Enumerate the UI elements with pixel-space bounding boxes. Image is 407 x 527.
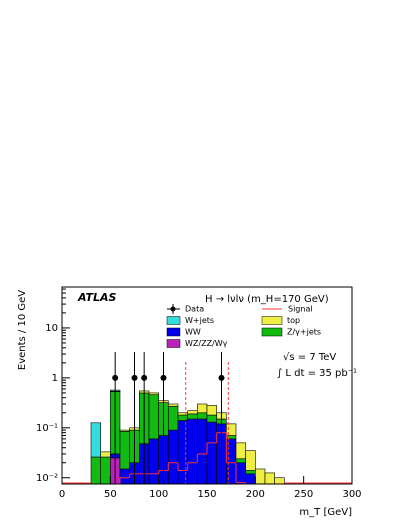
legend-label: Z/γ+jets bbox=[287, 328, 321, 337]
histogram-bar bbox=[100, 451, 111, 458]
histogram-bar bbox=[187, 418, 198, 485]
histogram-bar bbox=[245, 450, 256, 471]
legend-swatch bbox=[261, 327, 283, 337]
data-point bbox=[131, 374, 138, 381]
legend-swatch bbox=[166, 339, 181, 348]
histogram-bar bbox=[245, 470, 256, 475]
histogram-bar bbox=[226, 423, 237, 436]
histogram-bar bbox=[245, 473, 256, 485]
annotation: ∫ L dt = 35 pb⁻¹ bbox=[277, 368, 357, 379]
legend-label: WW bbox=[185, 328, 201, 337]
histogram-bar bbox=[197, 412, 208, 420]
histogram-bar bbox=[255, 468, 266, 485]
histogram-bar bbox=[264, 472, 275, 485]
legend-label: Data bbox=[185, 305, 204, 314]
histogram-bar bbox=[206, 421, 217, 485]
x-tick-label: 50 bbox=[104, 489, 117, 500]
experiment-label: ATLAS bbox=[77, 291, 116, 304]
x-tick-label: 300 bbox=[342, 489, 361, 500]
histogram-bar bbox=[197, 403, 208, 414]
data-point bbox=[218, 374, 225, 381]
x-tick-label: 100 bbox=[149, 489, 168, 500]
y-tick-label: 1 bbox=[52, 373, 58, 384]
y-tick-label: 10 bbox=[45, 323, 58, 334]
legend-label: W+jets bbox=[185, 316, 214, 325]
histogram-bar bbox=[119, 431, 130, 470]
x-tick-label: 200 bbox=[246, 489, 265, 500]
chart-title: H → lνlν (m_H=170 GeV) bbox=[205, 294, 329, 305]
legend-swatch bbox=[166, 316, 181, 325]
histogram-bar bbox=[168, 405, 179, 431]
histogram-bar bbox=[119, 429, 130, 432]
histogram-bar bbox=[235, 462, 246, 485]
annotation: √s = 7 TeV bbox=[283, 352, 336, 363]
legend-swatch bbox=[261, 316, 283, 325]
legend-label: Signal bbox=[288, 305, 313, 314]
histogram-bar bbox=[235, 442, 246, 460]
histogram-bar bbox=[90, 422, 101, 458]
x-tick-label: 150 bbox=[197, 489, 216, 500]
legend-label: WZ/ZZ/Wγ bbox=[185, 339, 228, 348]
y-axis-label: Events / 10 GeV bbox=[17, 290, 28, 370]
histogram-bar bbox=[100, 456, 111, 485]
histogram-bar bbox=[197, 418, 208, 485]
histogram-bar bbox=[148, 392, 159, 396]
histogram-bar bbox=[206, 405, 217, 416]
histogram-bar bbox=[187, 410, 198, 415]
x-tick-label: 250 bbox=[294, 489, 313, 500]
histogram-bar bbox=[187, 413, 198, 420]
histogram-bar bbox=[168, 429, 179, 485]
legend-swatch bbox=[166, 327, 181, 337]
histogram-bar bbox=[148, 394, 159, 440]
histogram-bar bbox=[90, 456, 101, 485]
histogram-bar bbox=[206, 414, 217, 423]
histogram-bar bbox=[148, 438, 159, 485]
data-point bbox=[112, 374, 119, 381]
x-tick-label: 0 bbox=[59, 489, 65, 500]
legend-label: top bbox=[287, 316, 300, 325]
data-point bbox=[160, 374, 167, 381]
data-point bbox=[141, 374, 148, 381]
histogram-bar bbox=[168, 403, 179, 407]
histogram-bar bbox=[235, 458, 246, 464]
y-tick-label: 10⁻² bbox=[36, 473, 58, 484]
y-tick-label: 10⁻¹ bbox=[36, 423, 58, 434]
legend-marker bbox=[170, 306, 176, 312]
x-axis-label: m_T [GeV] bbox=[299, 507, 352, 518]
histogram-bar bbox=[119, 468, 130, 485]
histogram-bar bbox=[274, 477, 285, 485]
